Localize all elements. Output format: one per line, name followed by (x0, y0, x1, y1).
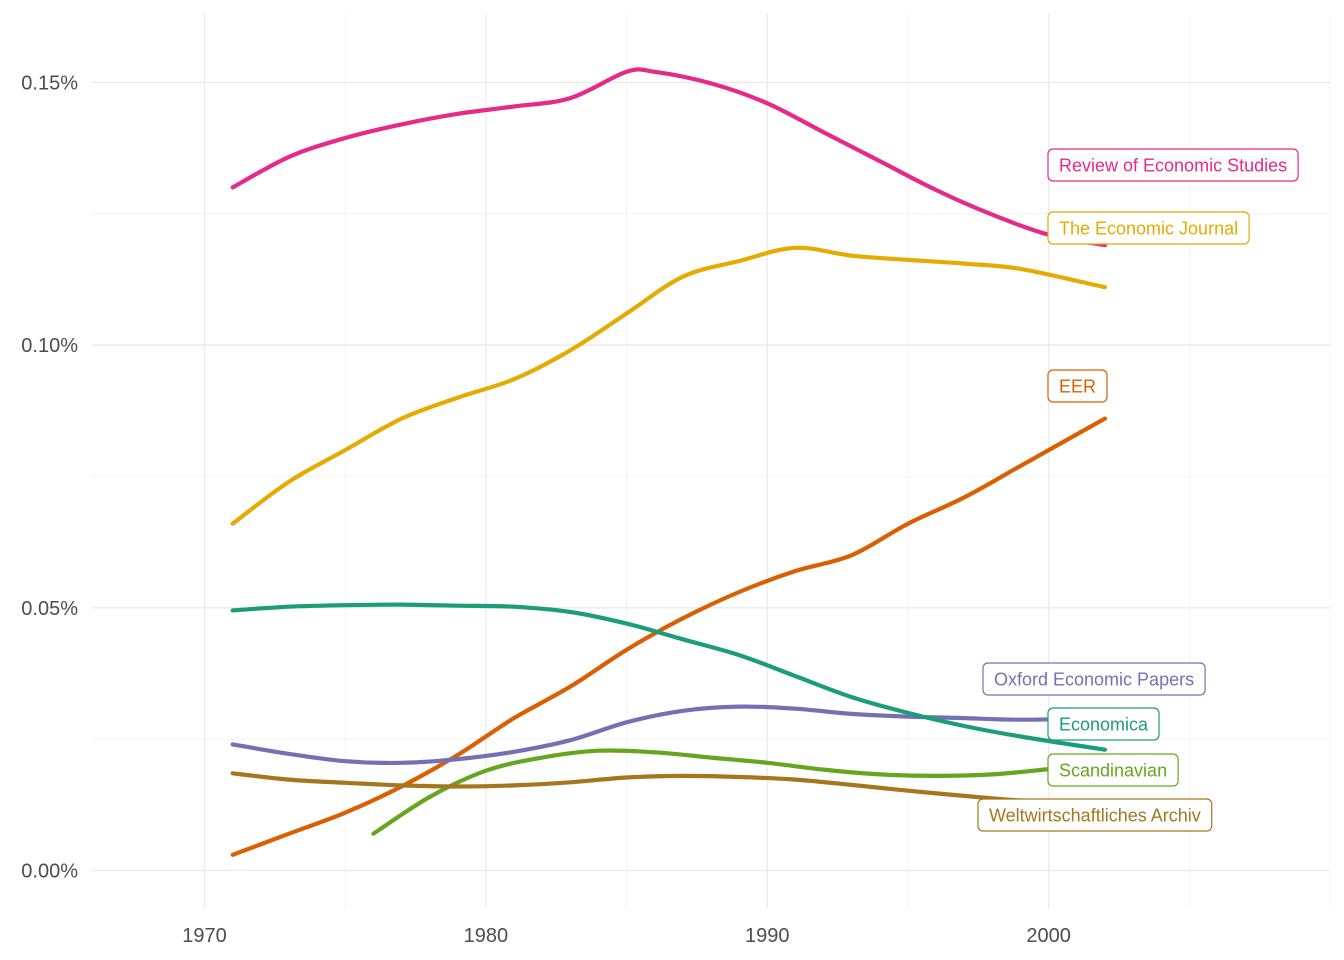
series-label-text: Weltwirtschaftliches Archiv (989, 806, 1201, 826)
y-tick-label: 0.10% (21, 335, 78, 357)
x-tick-label: 1980 (464, 925, 509, 947)
series-label-box (977, 798, 1213, 832)
series-label-oxford-economic-papers: Oxford Economic Papers (982, 662, 1206, 696)
x-tick-label: 2000 (1026, 925, 1071, 947)
series-label-text: Scandinavian (1059, 761, 1167, 781)
series-line-weltwirtschaftliches-archiv (230, 771, 1079, 807)
series-label-text: The Economic Journal (1059, 219, 1238, 239)
series-label-box (1047, 753, 1179, 787)
x-tick-label: 1970 (182, 925, 227, 947)
series-label-economica: Economica (1047, 707, 1160, 741)
series-line-economica (230, 602, 1107, 752)
series-line-scandinavian (371, 748, 1107, 836)
y-tick-label: 0.00% (21, 861, 78, 883)
series-label-scandinavian: Scandinavian (1047, 753, 1179, 787)
series-label-box (1047, 148, 1299, 182)
series-label-box (1047, 211, 1250, 245)
series-label-weltwirtschaftliches-archiv: Weltwirtschaftliches Archiv (977, 798, 1213, 832)
series-line-the-economic-journal (230, 245, 1107, 526)
series-label-text: Oxford Economic Papers (994, 670, 1194, 690)
series-label-text: Review of Economic Studies (1059, 156, 1287, 176)
y-axis-tick-labels: 0.00% 0.05% 0.10% 0.15% (21, 72, 78, 882)
y-tick-label: 0.05% (21, 598, 78, 620)
y-tick-label: 0.15% (21, 72, 78, 94)
series-line-oxford-economic-papers (230, 704, 1107, 766)
series-label-box (1047, 707, 1160, 741)
x-axis-tick-labels: 1970 1980 1990 2000 (182, 925, 1071, 947)
series-lines (230, 67, 1107, 857)
series-label-text: Economica (1059, 715, 1149, 735)
series-line-review-of-economic-studies (230, 67, 1107, 248)
series-label-text: EER (1059, 377, 1096, 397)
series-label-the-economic-journal: The Economic Journal (1047, 211, 1250, 245)
series-labels: Review of Economic Studies The Economic J… (977, 148, 1299, 832)
series-label-box (982, 662, 1206, 696)
x-tick-label: 1990 (745, 925, 790, 947)
series-label-review-of-economic-studies: Review of Economic Studies (1047, 148, 1299, 182)
series-label-eer: EER (1047, 369, 1108, 403)
series-label-box (1047, 369, 1108, 403)
grid-lines (92, 14, 1331, 908)
